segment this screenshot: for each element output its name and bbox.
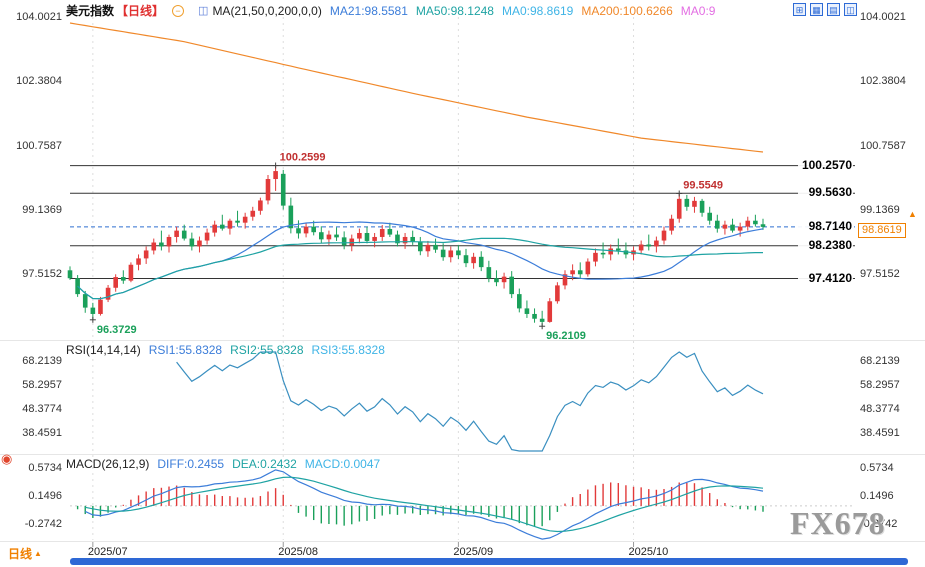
macd-header: MACD(26,12,9) DIFF:0.2455 DEA:0.2432 MAC…	[66, 457, 380, 471]
period-label: 日线	[8, 547, 33, 561]
main-indicator-header: 美元指数 【日线】 − ◫ MA(21,50,0,200,0,0) MA21:9…	[66, 2, 715, 19]
move-icon[interactable]: ⊞	[793, 3, 806, 16]
timeline-scrollbar[interactable]	[70, 558, 908, 565]
watermark: FX678	[790, 505, 886, 541]
svg-text:96.3729: 96.3729	[97, 324, 137, 336]
price-arrow-icon[interactable]: ▲	[908, 209, 917, 219]
rsi3-value: RSI3:55.8328	[311, 343, 385, 357]
ma0-value: MA0:98.8619	[501, 3, 574, 18]
crosshair-target-icon[interactable]: ◉	[1, 451, 13, 466]
macd-value: MACD:0.0047	[304, 457, 381, 471]
ma0-9-value: MA0:9	[680, 3, 716, 18]
rsi1-value: RSI1:55.8328	[148, 343, 223, 357]
ma200-value: MA200:100.6266	[581, 3, 673, 18]
rsi2-value: RSI2:55.8328	[230, 343, 304, 357]
rsi-name: RSI(14,14,14)	[66, 343, 141, 357]
ma50-value: MA50:98.1248	[415, 3, 494, 18]
dea-value: DEA:0.2432	[232, 457, 297, 471]
period-selector[interactable]: 日线 ▲	[8, 545, 42, 562]
svg-text:96.2109: 96.2109	[546, 330, 586, 342]
ma-indicator-icon[interactable]: ◫	[198, 5, 209, 17]
new-window-icon[interactable]: ◫	[844, 3, 857, 16]
ma21-value: MA21:98.5581	[329, 3, 408, 18]
layout-icon[interactable]: ▤	[827, 3, 840, 16]
period-up-icon: ▲	[34, 549, 42, 558]
collapse-icon[interactable]: −	[172, 4, 185, 17]
svg-text:100.2599: 100.2599	[280, 152, 326, 164]
indicators-icon[interactable]: ▦	[810, 3, 823, 16]
rsi-header: RSI(14,14,14) RSI1:55.8328 RSI2:55.8328 …	[66, 343, 385, 357]
ma-group-label: MA(21,50,0,200,0,0)	[212, 3, 322, 18]
symbol-name: 美元指数	[66, 4, 115, 18]
diff-value: DIFF:0.2455	[157, 457, 225, 471]
svg-text:99.5549: 99.5549	[683, 180, 723, 192]
toolbar-icons: ⊞ ▦ ▤ ◫	[793, 3, 857, 16]
macd-name: MACD(26,12,9)	[66, 457, 150, 471]
period-tag: 【日线】	[116, 4, 165, 18]
